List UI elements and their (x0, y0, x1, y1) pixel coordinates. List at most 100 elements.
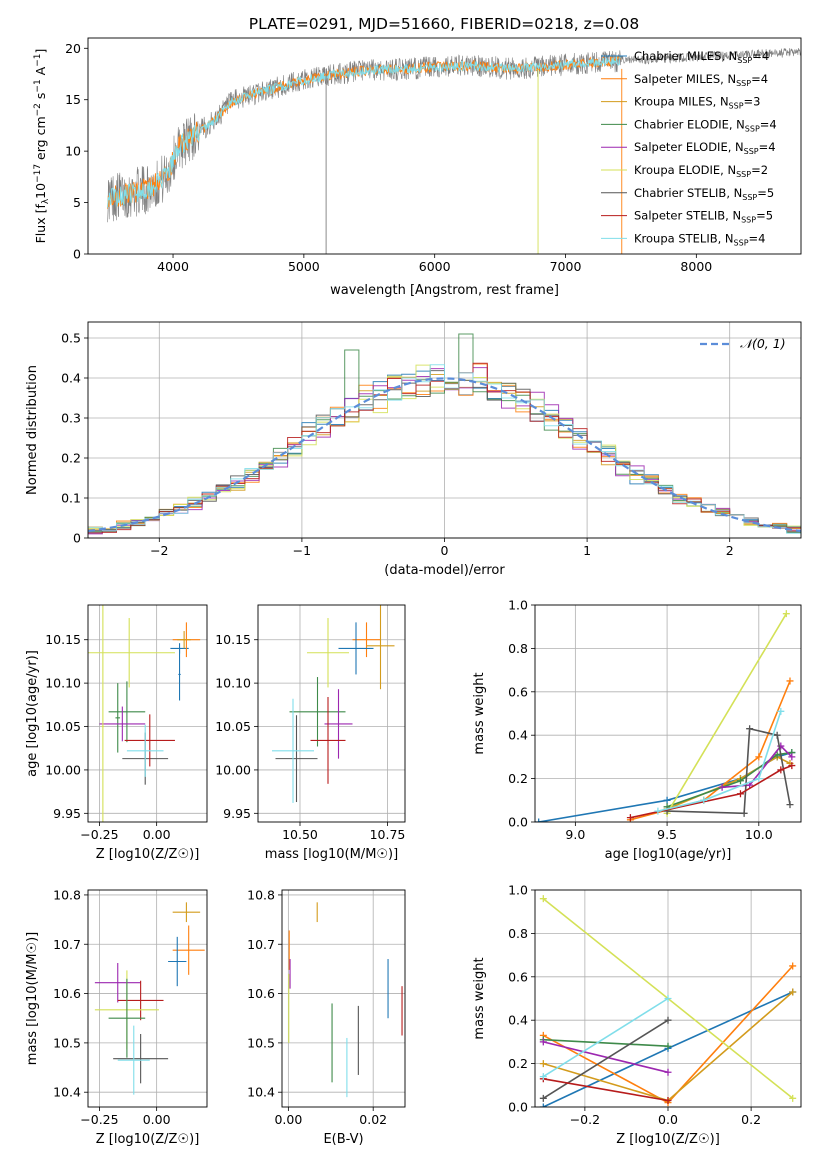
y-tick-label: 10.4 (53, 1085, 81, 1100)
x-tick-label: −2 (150, 543, 168, 558)
y-tick-label: 10.8 (247, 887, 275, 902)
y-tick-label: 5 (73, 195, 81, 210)
weight-marker (535, 818, 543, 822)
y-tick-label: 0.4 (61, 371, 81, 386)
y-tick-label: 10.05 (45, 719, 81, 734)
y-tick-label: 10.7 (247, 937, 275, 952)
y-axis-label: mass weight (472, 672, 487, 754)
histograms (88, 333, 801, 535)
weight-marker (664, 1068, 672, 1076)
y-axis-label: mass weight (472, 957, 487, 1039)
y-tick-label: 0 (73, 247, 81, 262)
histogram-series (88, 364, 801, 534)
residuals-panel: −2 −1 0 1 2 0 0.1 0.2 0.3 0.4 0.5 (data-model)/erro… (25, 321, 802, 578)
y-tick-label: 9.95 (223, 806, 251, 821)
weight-series (657, 711, 782, 812)
y-tick-label: 10.6 (247, 986, 275, 1001)
weight-marker (663, 796, 671, 804)
weight-marker (789, 988, 797, 996)
y-tick-label: 10.4 (247, 1085, 275, 1100)
y-tick-label: 0.4 (508, 1013, 528, 1028)
error-bars (272, 605, 395, 803)
weight-marker (539, 1103, 547, 1107)
weight-series (543, 1041, 669, 1074)
weight-marker (736, 777, 744, 785)
weight-marker (736, 790, 744, 798)
x-tick-label: 7000 (550, 259, 582, 274)
y-tick-label: 0.8 (508, 926, 528, 941)
mass-vs-EBV-panel: 0.00 0.02 10.4 10.5 10.6 10.7 10.8 E(B-V) (247, 887, 406, 1147)
x-tick-label: 10.0 (745, 827, 773, 842)
y-tick-label: 10.15 (215, 632, 251, 647)
spectrum-panel: 4000 5000 6000 7000 8000 0 5 10 15 20 wavelength [… (33, 37, 802, 298)
y-tick-label: 10.8 (53, 887, 81, 902)
y-axis-label: Normed distribution (25, 365, 40, 495)
y-tick-label: 10.00 (215, 762, 251, 777)
x-axis-label: Z [log10(Z/Z☉)] (96, 847, 200, 862)
x-axis-label: Z [log10(Z/Z☉)] (96, 1132, 200, 1147)
x-tick-label: 10.50 (282, 827, 318, 842)
axes-frame (87, 889, 208, 1108)
x-tick-label: 0.00 (143, 827, 171, 842)
axes-frame (257, 604, 406, 823)
axes-frame (281, 889, 406, 1108)
legend-entry: Chabrier STELIB, NSSP=5 (634, 186, 774, 202)
weight-marker (786, 677, 794, 685)
age-vs-mass-panel: 10.50 10.75 9.95 10.00 10.05 10.10 10.15 mass [… (215, 604, 406, 862)
x-tick-label: 0.00 (274, 1112, 302, 1127)
weight-marker (539, 1073, 547, 1081)
y-tick-label: 0.0 (508, 815, 528, 830)
weight-marker (789, 962, 797, 970)
weight-marker (782, 610, 790, 618)
weight-series (542, 997, 669, 1078)
x-axis-label: mass [log10(M/M☉)] (265, 847, 398, 862)
axes-frame (87, 604, 208, 823)
error-bars (88, 605, 201, 822)
x-axis-label: age [log10(age/yr)] (605, 847, 732, 862)
x-tick-label: 0.2 (741, 1112, 761, 1127)
y-tick-label: 10.5 (247, 1035, 275, 1050)
y-tick-label: 0.6 (508, 684, 528, 699)
age-vs-Z-panel: −0.25 0.00 9.95 10.00 10.05 10.10 10.15 Z [log1… (25, 604, 208, 862)
x-tick-label: 4000 (157, 259, 189, 274)
legend-entry: Salpeter ELODIE, NSSP=4 (634, 140, 776, 156)
x-tick-label: 5000 (288, 259, 320, 274)
x-axis-label: (data-model)/error (384, 563, 505, 578)
weight-marker (539, 1060, 547, 1068)
x-tick-label: 8000 (680, 259, 712, 274)
legend-entry: Chabrier MILES, NSSP=4 (634, 49, 769, 65)
weight-marker (740, 809, 748, 817)
weight-series (666, 613, 787, 814)
weight-lines (535, 610, 796, 822)
legend-entry: Salpeter MILES, NSSP=4 (634, 72, 768, 88)
y-tick-label: 10.10 (45, 676, 81, 691)
weight-marker (788, 753, 796, 761)
x-tick-label: 9.5 (657, 827, 677, 842)
axes-frame (87, 321, 802, 539)
y-tick-label: 0.8 (508, 641, 528, 656)
x-tick-label: 9.0 (565, 827, 585, 842)
x-tick-label: 0 (441, 543, 449, 558)
weight-marker (664, 1042, 672, 1050)
y-tick-label: 0.2 (61, 451, 81, 466)
x-tick-label: −1 (293, 543, 311, 558)
y-tick-label: 20 (65, 41, 81, 56)
x-tick-label: 6000 (419, 259, 451, 274)
weight-marker (539, 895, 547, 903)
weight-marker (664, 995, 672, 1002)
massweight-vs-Z-panel: −0.2 0.0 0.2 0.0 0.2 0.4 0.6 0.8 1.0 Z [log10(Z/Z… (472, 883, 802, 1147)
y-axis-label: Flux [fλ10−17 erg cm−2 s−1 A−1] (33, 49, 51, 244)
y-tick-label: 15 (65, 92, 81, 107)
weight-marker (773, 731, 781, 739)
spectrum-kroupa-stelib (107, 56, 621, 208)
weight-marker (786, 801, 794, 809)
weight-marker (755, 775, 763, 783)
normal-curve (88, 377, 801, 533)
x-tick-label: 0.0 (658, 1112, 678, 1127)
spectrum-lines (107, 48, 801, 254)
y-tick-label: 1.0 (508, 598, 528, 613)
weight-marker (718, 783, 726, 791)
weight-marker (777, 766, 785, 774)
x-tick-label: 2 (726, 543, 734, 558)
weight-series (630, 764, 793, 819)
